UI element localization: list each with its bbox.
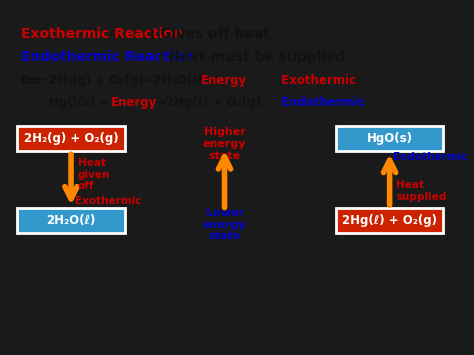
Text: : Gives off heat: : Gives off heat xyxy=(150,27,270,41)
Text: : Heat must be supplied: : Heat must be supplied xyxy=(158,50,345,64)
FancyBboxPatch shape xyxy=(18,126,125,151)
Text: Heat
supplied: Heat supplied xyxy=(396,180,447,202)
Text: Endothermic: Endothermic xyxy=(393,152,468,162)
FancyBboxPatch shape xyxy=(336,126,443,151)
Text: →2Hg(ℓ) + O₂(g): →2Hg(ℓ) + O₂(g) xyxy=(156,96,261,109)
Text: Endothermic Reaction: Endothermic Reaction xyxy=(21,50,193,64)
Text: HgO(s) +: HgO(s) + xyxy=(49,96,113,109)
Text: Exothermic: Exothermic xyxy=(273,73,356,87)
Text: 2Hg(ℓ) + O₂(g): 2Hg(ℓ) + O₂(g) xyxy=(342,214,437,227)
Text: Heat
given
off: Heat given off xyxy=(78,158,110,191)
Text: Lower
energy
state: Lower energy state xyxy=(203,208,246,241)
Text: Exothermic Reaction: Exothermic Reaction xyxy=(21,27,183,41)
Text: Ex.: Ex. xyxy=(21,73,41,87)
Text: Energy: Energy xyxy=(111,96,157,109)
Text: HgO(s): HgO(s) xyxy=(366,132,412,145)
Text: Endothermic: Endothermic xyxy=(273,96,365,109)
Text: Energy: Energy xyxy=(201,73,247,87)
Text: 2H₂(g) + O₂(g): 2H₂(g) + O₂(g) xyxy=(24,132,119,145)
FancyBboxPatch shape xyxy=(18,208,125,233)
Text: 2H₂(g) + O₂(g)→2H₂O(ℓ) +: 2H₂(g) + O₂(g)→2H₂O(ℓ) + xyxy=(49,73,221,87)
FancyBboxPatch shape xyxy=(336,208,443,233)
Text: Higher
energy
state: Higher energy state xyxy=(203,127,246,160)
Text: Exothermic: Exothermic xyxy=(74,196,141,206)
Text: 2H₂O(ℓ): 2H₂O(ℓ) xyxy=(46,214,96,227)
